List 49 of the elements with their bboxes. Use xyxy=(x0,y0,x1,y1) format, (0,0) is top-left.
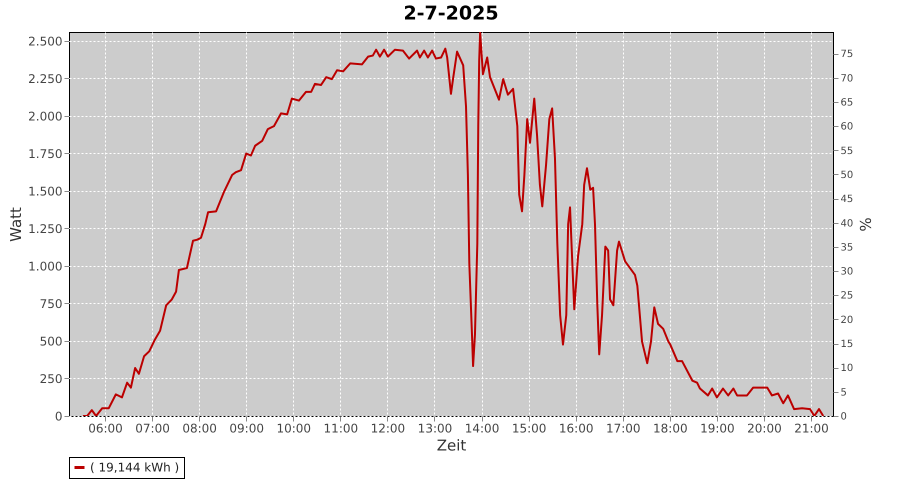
line-series xyxy=(82,32,824,416)
y2-tick-label: 35 xyxy=(840,242,854,254)
x-tick-label: 21:00 xyxy=(794,422,829,436)
y-tick-label: 2.000 xyxy=(28,109,62,124)
y2-tick-label: 10 xyxy=(840,363,854,374)
y2-tick-label: 25 xyxy=(840,290,854,302)
x-tick-label: 11:00 xyxy=(324,422,358,436)
x-tick-label: 15:00 xyxy=(512,422,546,436)
y-axis-title: Watt xyxy=(7,206,26,242)
x-tick-label: 06:00 xyxy=(88,422,123,436)
x-tick-label: 13:00 xyxy=(418,422,452,436)
chart-title: 2-7-2025 xyxy=(403,2,499,24)
y2-tick-label: 5 xyxy=(840,387,847,398)
y-tick-label: 2.250 xyxy=(28,72,62,86)
x-tick-label: 19:00 xyxy=(700,422,735,436)
x-tick-label: 16:00 xyxy=(558,422,594,436)
y2-tick-label: 75 xyxy=(840,49,854,60)
y2-tick-label: 70 xyxy=(840,73,854,84)
y-tick-label: 750 xyxy=(40,296,62,311)
y-tick-label: 2.500 xyxy=(28,34,62,48)
legend-label: ( 19,144 kWh ) xyxy=(90,460,180,474)
y-tick-label: 0 xyxy=(54,410,62,424)
y2-tick-label: 60 xyxy=(840,122,854,133)
x-tick-label: 10:00 xyxy=(276,422,312,436)
y2-tick-label: 65 xyxy=(840,98,854,109)
x-tick-label: 12:00 xyxy=(370,422,406,436)
x-tick-label: 18:00 xyxy=(653,422,688,436)
x-tick-label: 17:00 xyxy=(606,422,641,436)
y-tick-label: 250 xyxy=(40,372,62,386)
y2-tick-label: 45 xyxy=(840,194,854,206)
x-tick-label: 20:00 xyxy=(747,422,782,436)
y2-tick-label: 40 xyxy=(840,218,854,230)
y-tick-label: 1.000 xyxy=(28,259,62,274)
x-tick-label: 07:00 xyxy=(135,422,170,436)
y-tick-label: 1.250 xyxy=(28,222,62,236)
x-tick-label: 08:00 xyxy=(182,422,217,436)
y-tick-label: 500 xyxy=(40,334,62,348)
x-axis-title: Zeit xyxy=(436,436,466,454)
y-tick-label: 1.750 xyxy=(28,146,62,161)
y2-tick-label: 30 xyxy=(840,266,854,278)
y2-tick-label: 50 xyxy=(840,170,854,181)
y2-tick-label: 55 xyxy=(840,146,854,157)
y2-tick-label: 0 xyxy=(840,412,847,422)
y2-axis-title: % xyxy=(856,217,874,232)
y-tick-label: 1.500 xyxy=(28,184,62,198)
x-tick-label: 14:00 xyxy=(464,422,500,436)
x-tick-label: 09:00 xyxy=(229,422,264,436)
y2-tick-label: 20 xyxy=(840,314,854,326)
y2-tick-label: 15 xyxy=(840,339,854,350)
